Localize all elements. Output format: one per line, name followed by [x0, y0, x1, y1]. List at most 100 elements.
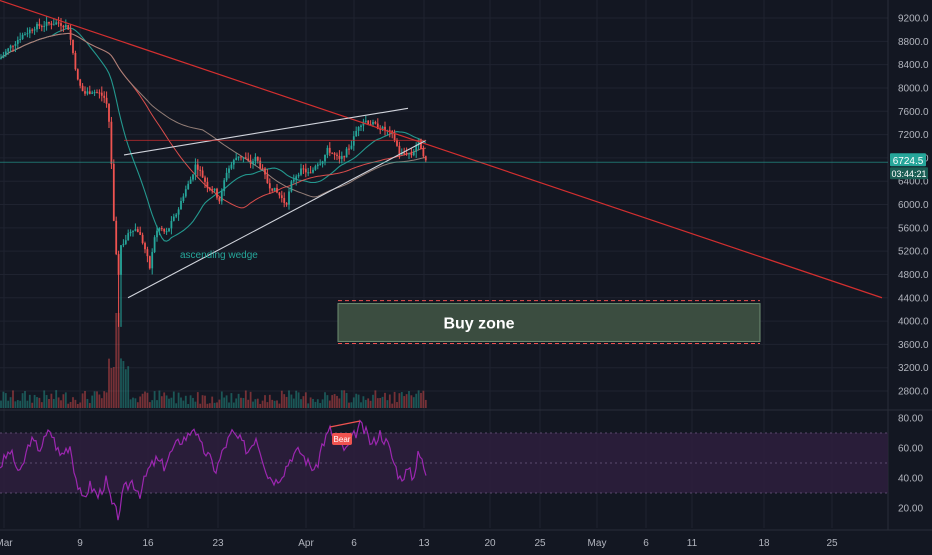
candle-body — [31, 29, 34, 31]
candle-body — [55, 22, 58, 25]
candle-body — [230, 164, 233, 169]
last-price-tag — [890, 153, 926, 167]
candle-body — [307, 172, 310, 174]
candle-body — [314, 166, 317, 170]
candle-body — [112, 163, 115, 221]
volume-bar — [352, 397, 355, 408]
candle-body — [403, 152, 406, 154]
candle-body — [261, 168, 264, 170]
candle-body — [208, 187, 211, 190]
candle-body — [177, 209, 180, 215]
candle-body — [139, 232, 142, 235]
candle-body — [415, 145, 418, 152]
volume-bar — [336, 395, 338, 408]
volume-bar — [151, 400, 154, 408]
candle-body — [324, 154, 326, 162]
volume-bar — [424, 399, 427, 408]
candle-body — [355, 130, 358, 137]
candle-body — [211, 189, 214, 191]
buy-zone[interactable]: Buy zone — [337, 300, 761, 344]
candle-body — [228, 168, 230, 173]
volume-bar — [175, 403, 178, 408]
candle-body — [194, 164, 197, 175]
candle-body — [170, 220, 173, 229]
candle-body — [192, 174, 194, 180]
volume-bar — [158, 390, 161, 408]
candle-body — [187, 183, 190, 190]
wedge-lower-line — [127, 139, 427, 299]
volume-bar — [184, 395, 187, 408]
volume-bar — [33, 394, 36, 408]
candle-body — [381, 126, 384, 130]
volume-bar — [415, 393, 418, 408]
volume-bar — [98, 394, 101, 408]
drawings[interactable]: ascending wedge — [0, 0, 888, 299]
candle-body — [218, 197, 221, 202]
date-tick-label: 6 — [351, 538, 357, 549]
volume-bar — [199, 403, 202, 408]
volume-bar — [139, 396, 142, 408]
candle-body — [364, 120, 367, 122]
volume-bar — [360, 402, 362, 408]
volume-bar — [223, 397, 226, 408]
candle-body — [105, 97, 108, 104]
volume-bar — [367, 398, 370, 408]
volume-bar — [408, 391, 410, 408]
candle-body — [292, 179, 295, 182]
candle-body — [309, 172, 312, 174]
axes: 9200.08800.08400.08000.07600.07200.06800… — [0, 14, 929, 550]
ma-brown-line — [0, 32, 426, 198]
candle-body — [328, 147, 331, 153]
candle-body — [319, 163, 322, 165]
candle-body — [297, 174, 300, 177]
volume-bar — [297, 392, 300, 408]
volume-bar — [266, 402, 269, 408]
candle-body — [67, 25, 70, 30]
candle-body — [367, 120, 370, 125]
volume-bar — [79, 402, 82, 408]
volume-bar — [144, 391, 146, 408]
volume-bar — [228, 402, 230, 408]
candle-body — [100, 92, 103, 96]
candle-body — [24, 34, 26, 36]
candle-body — [81, 85, 84, 92]
candle-body — [40, 26, 43, 28]
volume-bar — [177, 392, 180, 408]
volume-bar — [100, 398, 103, 408]
volume-bar — [244, 390, 247, 408]
volume-bar — [362, 396, 365, 408]
price-tick-label: 9200.0 — [898, 14, 929, 25]
volume-bar — [16, 400, 19, 408]
candle-body — [280, 195, 283, 199]
volume-bar — [384, 392, 386, 408]
candle-body — [196, 164, 199, 170]
volume-bar — [314, 401, 317, 408]
rsi-band — [0, 432, 888, 494]
candle-body — [302, 168, 305, 170]
volume-bar — [261, 400, 264, 408]
candle-body — [316, 164, 319, 167]
volume-bar — [398, 393, 401, 408]
candle-body — [420, 139, 422, 149]
volume-bar — [84, 390, 86, 408]
candle-body — [16, 39, 19, 44]
volume-bar — [237, 393, 240, 408]
candle-body — [199, 169, 202, 171]
candle-body — [266, 174, 269, 184]
price-tick-label: 6000.0 — [898, 200, 929, 211]
volume-bar — [182, 400, 185, 408]
candle-body — [273, 187, 276, 191]
candle-body — [304, 168, 307, 173]
candles — [0, 16, 427, 327]
volume-bar — [103, 391, 106, 408]
volume-bar — [129, 399, 132, 408]
volume-bar — [115, 313, 118, 408]
volume-bar — [194, 401, 197, 408]
candle-body — [26, 33, 29, 35]
candle-body — [333, 153, 336, 155]
volume-bar — [74, 399, 77, 408]
buy-zone-box — [337, 303, 761, 342]
price-tick-label: 2800.0 — [898, 387, 929, 398]
